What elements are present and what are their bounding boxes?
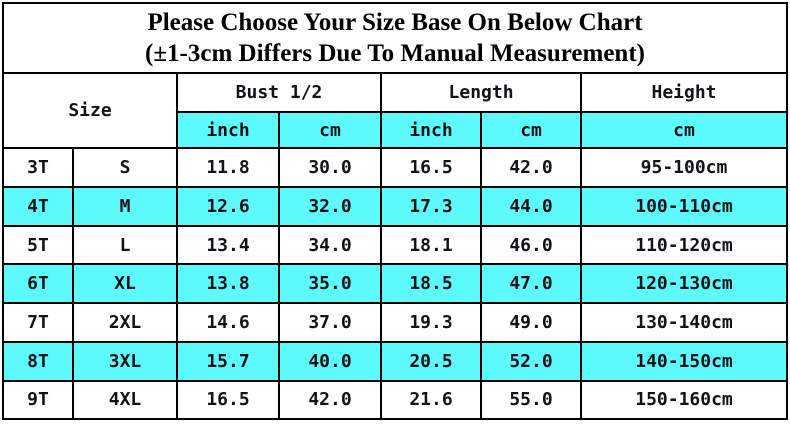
bust-inch-cell: 11.8 [176, 147, 281, 188]
size-letter-cell: 3XL [71, 341, 179, 382]
table-row: 6T XL 13.8 35.0 18.5 47.0 120-130cm [3, 263, 787, 305]
size-letter-cell: XL [71, 263, 179, 305]
length-inch-unit-cell: inch [380, 111, 483, 149]
height-range-cell: 120-130cm [580, 263, 787, 305]
length-cm-cell: 47.0 [480, 263, 583, 305]
length-cm-cell: 49.0 [480, 302, 583, 344]
group-header-row: Size Bust 1/2 Length Height [2, 73, 787, 149]
size-letter-cell: 2XL [71, 302, 179, 344]
chart-title-line-2: (±1-3cm Differs Due To Manual Measuremen… [145, 40, 645, 67]
height-range-cell: 95-100cm [580, 147, 787, 188]
bust-inch-cell: 13.4 [176, 224, 281, 266]
table-row: 4T M 12.6 32.0 17.3 44.0 100-110cm [3, 185, 787, 227]
height-range-cell: 110-120cm [580, 224, 787, 266]
bust-inch-unit-cell: inch [176, 111, 281, 149]
size-t-cell: 5T [3, 224, 74, 266]
size-t-cell: 7T [3, 302, 74, 344]
bust-inch-cell: 13.8 [176, 263, 281, 305]
length-group-header-cell: Length [380, 73, 583, 113]
bust-inch-cell: 15.7 [176, 341, 281, 382]
bust-group-header-cell: Bust 1/2 [176, 73, 383, 113]
length-inch-cell: 20.5 [380, 341, 483, 382]
length-inch-cell: 18.1 [380, 224, 483, 266]
length-cm-cell: 52.0 [480, 341, 583, 382]
unit-header-row: inch cm inch cm cm [4, 111, 787, 149]
height-group-header-cell: Height [580, 73, 787, 113]
size-letter-cell: S [71, 147, 179, 188]
bust-cm-cell: 34.0 [278, 224, 383, 266]
table-row: 3T S 11.8 30.0 16.5 42.0 95-100cm [3, 147, 787, 188]
length-inch-cell: 16.5 [380, 147, 483, 188]
length-inch-cell: 18.5 [380, 263, 483, 305]
length-cm-cell: 42.0 [480, 147, 583, 188]
length-cm-unit-cell: cm [480, 111, 583, 149]
size-t-cell: 8T [3, 341, 74, 382]
bust-inch-cell: 16.5 [176, 379, 281, 420]
table-row: 5T L 13.4 34.0 18.1 46.0 110-120cm [3, 224, 787, 266]
length-inch-cell: 17.3 [380, 185, 483, 227]
bust-cm-cell: 32.0 [278, 185, 383, 227]
size-t-cell: 9T [3, 379, 74, 420]
chart-title-line-1: Please Choose Your Size Base On Below Ch… [147, 9, 643, 36]
size-letter-cell: 4XL [71, 379, 179, 420]
bust-cm-cell: 37.0 [278, 302, 383, 344]
size-letter-cell: M [71, 185, 179, 227]
size-letter-cell: L [71, 224, 179, 266]
bust-cm-cell: 30.0 [278, 147, 383, 188]
length-cm-cell: 55.0 [480, 379, 583, 420]
bust-cm-cell: 42.0 [278, 379, 383, 420]
length-cm-cell: 46.0 [480, 224, 583, 266]
height-range-cell: 140-150cm [580, 341, 787, 382]
table-row: 9T 4XL 16.5 42.0 21.6 55.0 150-160cm [3, 379, 787, 420]
chart-title: Please Choose Your Size Base On Below Ch… [4, 4, 786, 74]
height-range-cell: 150-160cm [580, 379, 787, 420]
height-cm-unit-cell: cm [580, 111, 787, 149]
size-t-cell: 3T [3, 147, 74, 188]
size-group-header-cell: Size [2, 73, 179, 149]
size-t-cell: 6T [3, 263, 74, 305]
table-row: 8T 3XL 15.7 40.0 20.5 52.0 140-150cm [3, 341, 787, 382]
bust-inch-cell: 12.6 [176, 185, 281, 227]
length-inch-cell: 21.6 [380, 379, 483, 420]
size-t-cell: 4T [3, 185, 74, 227]
bust-cm-cell: 40.0 [278, 341, 383, 382]
bust-cm-cell: 35.0 [278, 263, 383, 305]
length-inch-cell: 19.3 [380, 302, 483, 344]
bust-cm-unit-cell: cm [278, 111, 383, 149]
height-range-cell: 130-140cm [580, 302, 787, 344]
length-cm-cell: 44.0 [480, 185, 583, 227]
size-chart-table: Size Bust 1/2 Length Height inch cm inch… [2, 73, 787, 420]
table-row: 7T 2XL 14.6 37.0 19.3 49.0 130-140cm [3, 302, 787, 344]
bust-inch-cell: 14.6 [176, 302, 281, 344]
height-range-cell: 100-110cm [580, 185, 787, 227]
